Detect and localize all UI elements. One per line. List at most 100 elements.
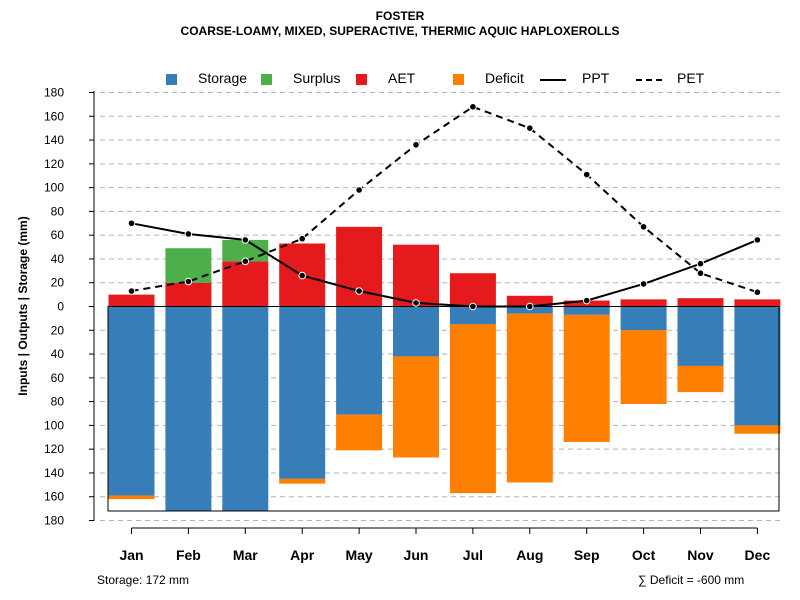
bar-storage [165, 306, 212, 511]
bar-storage [620, 306, 667, 331]
point-ppt [355, 287, 363, 295]
legend-label-deficit: Deficit [485, 70, 524, 86]
y-tick-label: 140 [44, 466, 64, 480]
y-tick-label: 160 [44, 490, 64, 504]
bar-deficit [620, 330, 667, 404]
x-tick-label: Mar [233, 547, 258, 563]
bar-aet [734, 299, 781, 307]
point-pet [355, 186, 363, 194]
bar-aet [449, 273, 496, 307]
x-tick-label: Jul [463, 547, 483, 563]
x-tick-label: May [345, 547, 372, 563]
point-ppt [639, 280, 648, 288]
point-pet [298, 234, 307, 243]
deficit-total-label: ∑ Deficit = -600 mm [638, 573, 745, 587]
bar-storage [563, 306, 610, 315]
bar-deficit [677, 365, 724, 393]
bar-aet [222, 261, 269, 307]
y-tick-label: 100 [44, 418, 64, 432]
bar-aet [506, 295, 553, 307]
y-axis-title: Inputs | Outputs | Storage (mm) [16, 216, 30, 395]
y-tick-label: 20 [51, 323, 65, 337]
bar-storage [734, 306, 781, 426]
bar-deficit [449, 324, 496, 494]
legend-label-surplus: Surplus [293, 70, 341, 86]
point-pet [753, 288, 762, 297]
legend-label-pet: PET [677, 70, 705, 86]
point-pet [582, 170, 591, 179]
point-pet [696, 269, 705, 278]
bar-storage [393, 306, 439, 357]
bar-deficit [108, 495, 155, 500]
bar-deficit [393, 356, 439, 458]
y-tick-label: 160 [44, 109, 64, 123]
x-tick-label: Sep [574, 547, 600, 563]
x-tick-label: Jun [404, 547, 429, 563]
point-pet [412, 141, 420, 149]
bar-storage [677, 306, 724, 366]
bar-surplus [165, 248, 212, 283]
y-tick-label: 60 [51, 228, 65, 242]
point-ppt [241, 236, 250, 244]
point-ppt [127, 219, 136, 228]
y-tick-label: 20 [51, 276, 65, 290]
point-ppt [753, 236, 762, 244]
y-tick-label: 180 [44, 514, 64, 528]
y-tick-label: 60 [51, 371, 65, 385]
point-ppt [696, 259, 705, 268]
bar-storage [449, 306, 496, 325]
legend-line-pet [636, 79, 662, 81]
legend-swatch-aet [356, 74, 367, 85]
y-tick-label: 180 [44, 86, 64, 100]
y-tick-label: 40 [51, 252, 65, 266]
bar-deficit [734, 425, 781, 434]
y-tick-label: 80 [51, 204, 65, 218]
line-pet [131, 105, 758, 294]
x-tick-label: Dec [745, 547, 771, 563]
legend-label-ppt: PPT [582, 70, 610, 86]
point-ppt [469, 302, 477, 311]
y-tick-label: 80 [51, 395, 65, 409]
bar-deficit [279, 478, 326, 484]
point-ppt [412, 299, 420, 307]
chart-title: FOSTER [375, 9, 425, 23]
point-pet [241, 257, 250, 266]
y-tick-label: 120 [44, 157, 64, 171]
bar-aet [677, 298, 724, 307]
point-pet [639, 223, 648, 231]
y-tick-label: 0 [57, 300, 64, 314]
bar-surplus [222, 239, 269, 262]
bar-deficit [506, 313, 553, 483]
point-ppt [526, 302, 534, 311]
x-tick-label: Nov [687, 547, 714, 563]
legend-label-storage: Storage [198, 70, 248, 86]
x-tick-label: Feb [176, 547, 201, 563]
point-ppt [298, 271, 307, 280]
bar-storage [336, 306, 383, 415]
legend-swatch-surplus [261, 74, 272, 85]
point-pet [469, 102, 477, 111]
bar-aet [165, 282, 212, 307]
bar-aet [393, 244, 439, 307]
point-pet [184, 277, 193, 286]
bar-aet [620, 299, 667, 307]
line-ppt [131, 222, 758, 308]
y-tick-label: 100 [44, 181, 64, 195]
chart-legend: Storage Surplus AET Deficit PPT PET [0, 70, 800, 90]
x-tick-label: Jan [119, 547, 143, 563]
point-ppt [184, 230, 193, 238]
point-pet [127, 287, 136, 295]
point-ppt [582, 296, 591, 305]
x-tick-label: Oct [632, 547, 656, 563]
bar-storage [222, 306, 269, 511]
bar-storage [279, 306, 326, 479]
storage-total-label: Storage: 172 mm [97, 573, 190, 587]
bar-storage [108, 306, 155, 496]
bar-deficit [563, 314, 610, 443]
x-tick-label: Apr [290, 547, 315, 563]
legend-label-aet: AET [388, 70, 416, 86]
x-tick-label: Aug [516, 547, 543, 563]
legend-swatch-deficit [453, 74, 464, 85]
y-tick-label: 140 [44, 133, 64, 147]
